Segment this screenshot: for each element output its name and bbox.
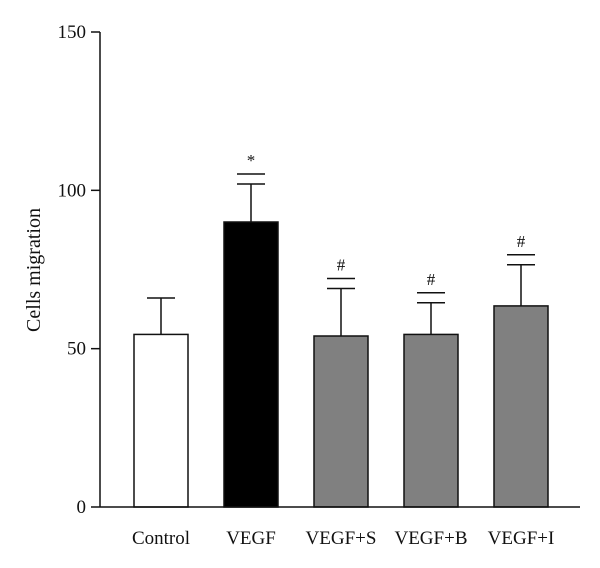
x-tick-label: VEGF <box>226 528 276 549</box>
y-tick-label: 50 <box>67 339 86 360</box>
error-bars <box>147 183 535 336</box>
bar <box>313 335 369 508</box>
y-axis-title: Cells migration <box>23 208 45 332</box>
bar <box>493 305 549 508</box>
x-tick-label: VEGF+B <box>394 528 467 549</box>
y-tick-label: 150 <box>58 22 87 43</box>
x-tick-label: Control <box>132 528 190 549</box>
bar <box>133 333 189 508</box>
significance-label: # <box>337 256 346 275</box>
significance-label: # <box>517 232 526 251</box>
bar <box>403 333 459 508</box>
y-axis: 0 50 100 150 <box>58 22 101 518</box>
bar <box>223 221 279 508</box>
bars <box>133 221 549 508</box>
significance-label: * <box>247 151 256 170</box>
significance-label: # <box>427 270 436 289</box>
x-axis: Control VEGF VEGF+S VEGF+B VEGF+I <box>100 506 580 549</box>
x-tick-label: VEGF+S <box>306 528 377 549</box>
significance-markers: * # # # <box>237 151 535 294</box>
x-tick-label: VEGF+I <box>488 528 555 549</box>
y-tick-label: 0 <box>77 497 87 518</box>
y-tick-label: 100 <box>58 180 87 201</box>
